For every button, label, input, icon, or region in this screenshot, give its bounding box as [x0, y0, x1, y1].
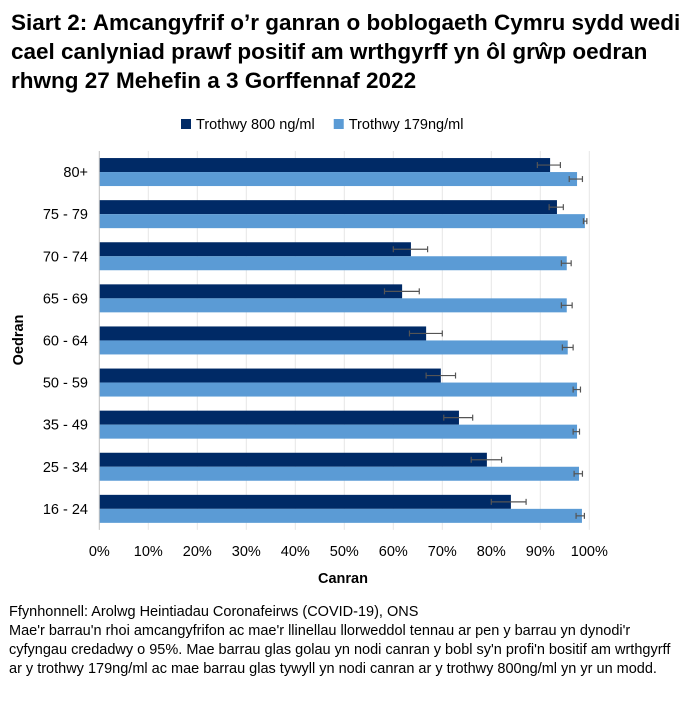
bar: [99, 242, 411, 257]
y-tick-label: 16 - 24: [43, 502, 88, 518]
bar: [99, 382, 578, 397]
x-tick-label: 30%: [232, 544, 261, 560]
bar: [99, 466, 580, 481]
legend-swatch: [181, 119, 191, 129]
y-tick-label: 75 - 79: [43, 207, 88, 223]
chart-title: Siart 2: Amcangyfrif o’r ganran o boblog…: [11, 10, 681, 93]
bar: [99, 214, 585, 229]
y-tick-label: 50 - 59: [43, 376, 88, 392]
y-tick-label: 25 - 34: [43, 460, 88, 476]
y-tick-label: 35 - 49: [43, 418, 88, 434]
bar: [99, 410, 459, 425]
bar: [99, 158, 551, 173]
legend-label: Trothwy 179ng/ml: [349, 117, 464, 133]
x-tick-label: 40%: [281, 544, 310, 560]
bar: [99, 256, 567, 271]
legend-swatch: [333, 119, 344, 129]
bar: [99, 340, 568, 355]
y-axis-title: Oedran: [11, 315, 27, 366]
bar: [99, 284, 403, 299]
bar: [99, 200, 557, 215]
explanation-note: Mae'r barrau'n rhoi amcangyfrifon ac mae…: [9, 623, 671, 677]
x-tick-label: 90%: [526, 544, 555, 560]
x-tick-label: 80%: [477, 544, 506, 560]
bar: [99, 494, 511, 509]
x-tick-label: 50%: [330, 544, 359, 560]
y-tick-label: 80+: [63, 165, 88, 181]
bar: [99, 452, 487, 467]
y-tick-label: 65 - 69: [43, 291, 88, 307]
x-tick-label: 100%: [571, 544, 608, 560]
x-axis-title: Canran: [318, 571, 368, 587]
x-tick-label: 10%: [134, 544, 163, 560]
bar: [99, 298, 567, 313]
bar: [99, 424, 578, 439]
x-tick-label: 70%: [428, 544, 457, 560]
bar-chart: 0% 10% 20% 30% 40% 50% 60% 70% 80% 90% 100% Trothwy…: [11, 117, 608, 587]
source-note: Ffynhonnell: Arolwg Heintiadau Coronafei…: [9, 604, 419, 620]
bar: [99, 172, 578, 187]
x-tick-label: 0%: [89, 544, 110, 560]
x-tick-label: 60%: [379, 544, 408, 560]
bar: [99, 326, 427, 341]
bar: [99, 368, 441, 383]
legend-label: Trothwy 800 ng/ml: [196, 117, 315, 133]
x-tick-label: 20%: [183, 544, 212, 560]
chart-notes: Ffynhonnell: Arolwg Heintiadau Coronafei…: [9, 603, 685, 679]
y-tick-label: 70 - 74: [43, 249, 88, 265]
y-tick-label: 60 - 64: [43, 333, 88, 349]
bar: [99, 508, 582, 523]
